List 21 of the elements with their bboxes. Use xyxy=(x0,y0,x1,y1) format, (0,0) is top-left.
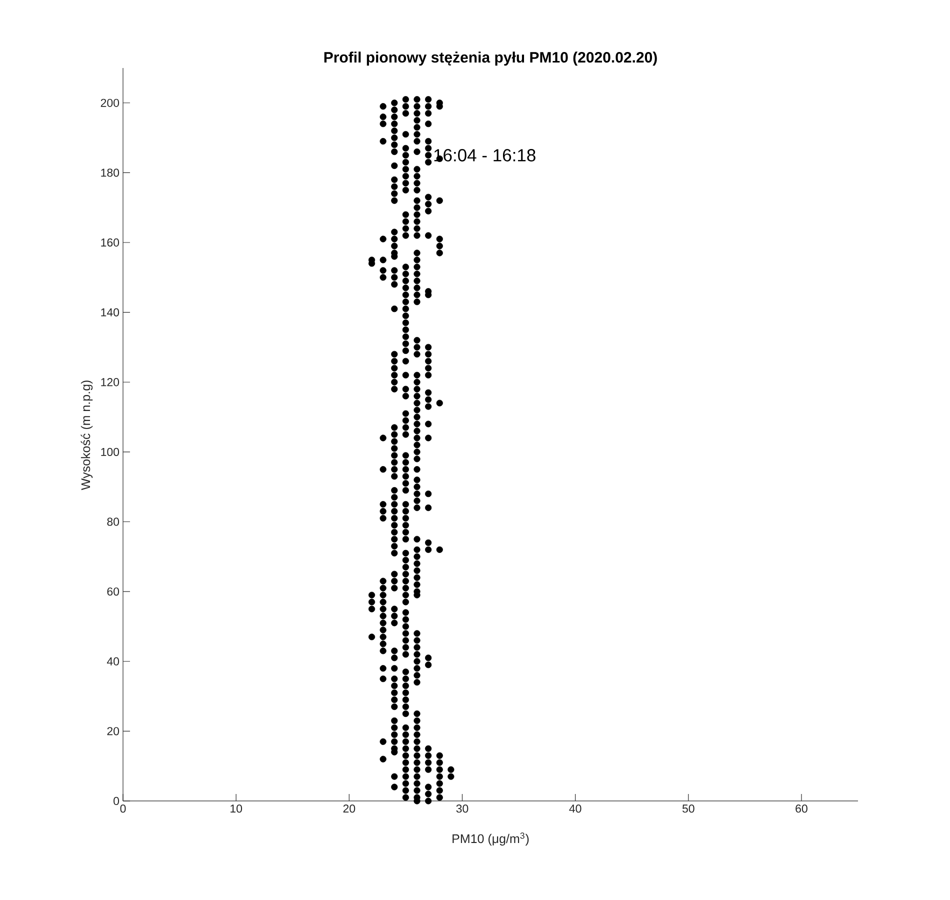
y-tick-label: 120 xyxy=(101,378,120,386)
y-tick-label: 100 xyxy=(101,448,120,456)
x-tick-label: 60 xyxy=(796,804,808,813)
x-tick-label: 20 xyxy=(343,804,356,813)
y-tick-label: 80 xyxy=(107,518,120,526)
chart-title: Profil pionowy stężenia pyłu PM10 (2020.02.20) xyxy=(324,52,657,66)
y-tick-label: 200 xyxy=(100,98,120,107)
y-tick-label: 20 xyxy=(107,727,120,736)
y-tick-label: 180 xyxy=(101,168,120,177)
y-tick-label: 40 xyxy=(106,657,120,666)
y-axis-title: Wysokość (m n.p.g) xyxy=(80,380,93,490)
x-tick-label: 0 xyxy=(120,804,126,813)
x-tick-label: 50 xyxy=(682,804,694,813)
y-tick-label: 60 xyxy=(107,587,120,596)
y-tick-label: 0 xyxy=(114,796,120,806)
x-axis-title: PM10 (μg/m$^{3}$) xyxy=(452,832,529,846)
x-tick-label: 40 xyxy=(569,804,582,813)
x-tick-label: 10 xyxy=(230,804,242,813)
y-tick-label: 160 xyxy=(101,238,120,247)
x-tick-label: 30 xyxy=(456,804,468,813)
y-tick-label: 140 xyxy=(101,308,120,316)
